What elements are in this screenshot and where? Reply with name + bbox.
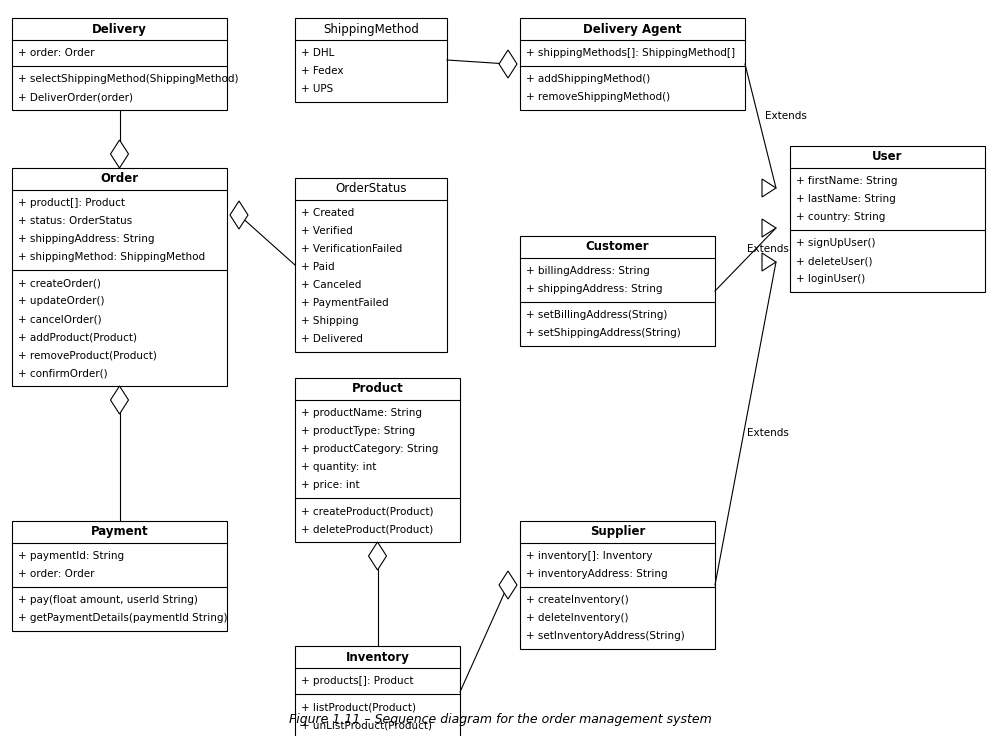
Text: + listProduct(Product): + listProduct(Product) xyxy=(301,702,416,712)
Text: + removeShippingMethod(): + removeShippingMethod() xyxy=(526,92,670,102)
Text: + billingAddress: String: + billingAddress: String xyxy=(526,266,650,276)
Text: + deleteUser(): + deleteUser() xyxy=(796,256,873,266)
Text: + order: Order: + order: Order xyxy=(18,569,94,579)
Text: Extends: Extends xyxy=(748,244,790,255)
Text: + productType: String: + productType: String xyxy=(301,426,415,436)
Text: + setInventoryAddress(String): + setInventoryAddress(String) xyxy=(526,631,685,641)
Text: + signUpUser(): + signUpUser() xyxy=(796,238,876,248)
Text: ShippingMethod: ShippingMethod xyxy=(323,23,419,35)
Text: + shippingAddress: String: + shippingAddress: String xyxy=(526,284,663,294)
Text: + removeProduct(Product): + removeProduct(Product) xyxy=(18,350,157,360)
Text: + deleteInventory(): + deleteInventory() xyxy=(526,613,629,623)
Text: + country: String: + country: String xyxy=(796,212,885,222)
Text: + firstName: String: + firstName: String xyxy=(796,176,898,186)
Text: + DeliverOrder(order): + DeliverOrder(order) xyxy=(18,92,133,102)
Text: + order: Order: + order: Order xyxy=(18,48,94,58)
Text: + getPaymentDetails(paymentId String): + getPaymentDetails(paymentId String) xyxy=(18,613,227,623)
Text: + Paid: + Paid xyxy=(301,262,334,272)
Text: + DHL: + DHL xyxy=(301,48,334,58)
Text: Product: Product xyxy=(351,383,403,395)
Text: User: User xyxy=(872,150,903,163)
Text: OrderStatus: OrderStatus xyxy=(335,183,406,196)
Bar xyxy=(295,178,447,352)
Text: + Canceled: + Canceled xyxy=(301,280,361,290)
Text: + productName: String: + productName: String xyxy=(301,408,422,418)
Text: Extends: Extends xyxy=(748,428,790,439)
Text: Order: Order xyxy=(100,172,138,185)
Text: + paymentId: String: + paymentId: String xyxy=(18,551,124,561)
Polygon shape xyxy=(499,571,517,599)
Bar xyxy=(12,168,227,386)
Text: + UPS: + UPS xyxy=(301,84,333,94)
Text: + selectShippingMethod(ShippingMethod): + selectShippingMethod(ShippingMethod) xyxy=(18,74,238,84)
Bar xyxy=(295,378,460,542)
Text: + updateOrder(): + updateOrder() xyxy=(18,296,104,306)
Text: + deleteProduct(Product): + deleteProduct(Product) xyxy=(301,524,433,534)
Text: + createProduct(Product): + createProduct(Product) xyxy=(301,506,433,516)
Polygon shape xyxy=(762,219,776,237)
Text: + price: int: + price: int xyxy=(301,480,359,490)
Text: + addProduct(Product): + addProduct(Product) xyxy=(18,332,137,342)
Text: + products[]: Product: + products[]: Product xyxy=(301,676,413,686)
Polygon shape xyxy=(230,201,248,229)
Text: + shippingMethods[]: ShippingMethod[]: + shippingMethods[]: ShippingMethod[] xyxy=(526,48,735,58)
Text: + status: OrderStatus: + status: OrderStatus xyxy=(18,216,132,226)
Text: + pay(float amount, userId String): + pay(float amount, userId String) xyxy=(18,595,198,605)
Bar xyxy=(790,146,985,292)
Text: + createOrder(): + createOrder() xyxy=(18,278,101,288)
Text: + Created: + Created xyxy=(301,208,354,218)
Text: Figure 1.11 – Sequence diagram for the order management system: Figure 1.11 – Sequence diagram for the o… xyxy=(289,713,712,726)
Text: Inventory: Inventory xyxy=(345,651,409,663)
Text: + shippingAddress: String: + shippingAddress: String xyxy=(18,234,154,244)
Text: + product[]: Product: + product[]: Product xyxy=(18,198,125,208)
Text: + shippingMethod: ShippingMethod: + shippingMethod: ShippingMethod xyxy=(18,252,205,262)
Bar xyxy=(520,236,715,346)
Text: + PaymentFailed: + PaymentFailed xyxy=(301,298,388,308)
Text: + Delivered: + Delivered xyxy=(301,334,363,344)
Bar xyxy=(12,521,227,631)
Polygon shape xyxy=(762,179,776,197)
Text: + inventory[]: Inventory: + inventory[]: Inventory xyxy=(526,551,653,561)
Text: + Fedex: + Fedex xyxy=(301,66,343,76)
Text: Delivery: Delivery xyxy=(92,23,147,35)
Text: + cancelOrder(): + cancelOrder() xyxy=(18,314,102,324)
Text: + unListProduct(Product): + unListProduct(Product) xyxy=(301,720,432,730)
Text: Payment: Payment xyxy=(91,526,148,539)
Text: + loginUser(): + loginUser() xyxy=(796,274,865,284)
Text: + setBillingAddress(String): + setBillingAddress(String) xyxy=(526,310,668,320)
Bar xyxy=(520,521,715,649)
Bar xyxy=(295,646,460,736)
Text: + setShippingAddress(String): + setShippingAddress(String) xyxy=(526,328,681,338)
Text: + VerificationFailed: + VerificationFailed xyxy=(301,244,402,254)
Text: + inventoryAddress: String: + inventoryAddress: String xyxy=(526,569,668,579)
Bar xyxy=(295,18,447,102)
Text: + quantity: int: + quantity: int xyxy=(301,462,376,472)
Polygon shape xyxy=(110,140,128,168)
Text: + createInventory(): + createInventory() xyxy=(526,595,629,605)
Polygon shape xyxy=(110,386,128,414)
Bar xyxy=(520,18,745,110)
Text: + Shipping: + Shipping xyxy=(301,316,358,326)
Text: Supplier: Supplier xyxy=(590,526,646,539)
Text: + lastName: String: + lastName: String xyxy=(796,194,896,204)
Text: Extends: Extends xyxy=(766,111,808,121)
Bar xyxy=(12,18,227,110)
Polygon shape xyxy=(762,253,776,271)
Text: + Verified: + Verified xyxy=(301,226,352,236)
Text: + confirmOrder(): + confirmOrder() xyxy=(18,368,108,378)
Text: + productCategory: String: + productCategory: String xyxy=(301,444,438,454)
Polygon shape xyxy=(368,542,386,570)
Text: Customer: Customer xyxy=(586,241,650,253)
Text: + addShippingMethod(): + addShippingMethod() xyxy=(526,74,651,84)
Polygon shape xyxy=(499,50,517,78)
Text: Delivery Agent: Delivery Agent xyxy=(584,23,682,35)
